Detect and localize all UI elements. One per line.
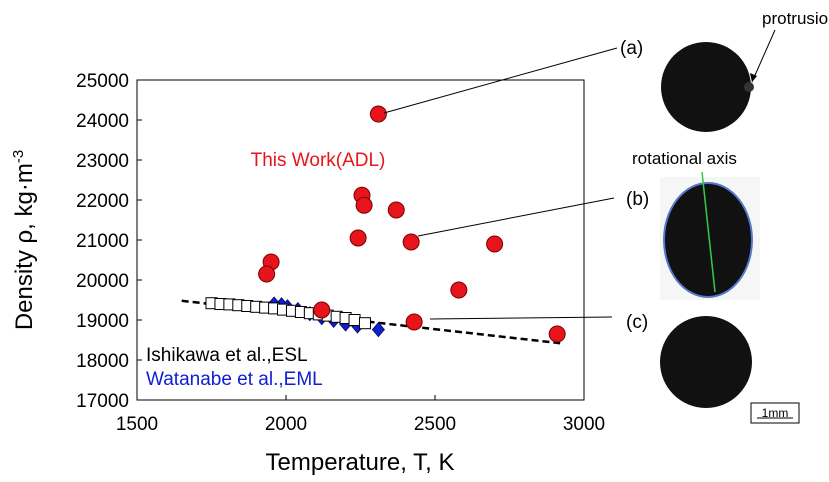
x-tick-label: 2000 bbox=[265, 414, 307, 435]
point bbox=[355, 196, 373, 214]
y-tick-label: 21000 bbox=[76, 231, 129, 252]
y-tick-label: 20000 bbox=[76, 271, 129, 292]
y-tick-label: 19000 bbox=[76, 311, 129, 332]
sample-image-a bbox=[661, 42, 751, 132]
y-tick-label: 18000 bbox=[76, 351, 129, 372]
y-axis-label-text: Density ρ, kg·m bbox=[11, 163, 38, 330]
x-tick-label: 1500 bbox=[116, 414, 158, 435]
arrow-head bbox=[750, 73, 757, 82]
point bbox=[258, 265, 276, 283]
point bbox=[348, 314, 361, 326]
point bbox=[358, 317, 371, 330]
y-tick-label: 22000 bbox=[76, 191, 129, 212]
y-tick-label: 23000 bbox=[76, 151, 129, 172]
protrusion-mark bbox=[744, 82, 754, 92]
rotational-axis-line bbox=[701, 171, 716, 293]
protrusion-arrow bbox=[751, 29, 776, 83]
legend-label: This Work(ADL) bbox=[251, 150, 386, 171]
callout-line bbox=[417, 197, 615, 237]
x-tick-label: 3000 bbox=[563, 414, 605, 435]
point bbox=[486, 235, 504, 253]
protrusion-label: protrusion bbox=[762, 9, 829, 28]
y-tick-label: 25000 bbox=[76, 71, 129, 92]
plot-area: 17000 18000 19000 20000 21000 22000 23000 24000… bbox=[76, 71, 605, 435]
point bbox=[402, 233, 420, 251]
y-axis-label-sup: -3 bbox=[10, 150, 27, 163]
point bbox=[450, 281, 468, 299]
image-label: (c) bbox=[626, 312, 648, 333]
callout-line bbox=[383, 47, 618, 114]
sample-image-b bbox=[663, 182, 753, 298]
legend-label: Ishikawa et al.,ESL bbox=[146, 345, 308, 366]
callout-line bbox=[429, 316, 613, 320]
point bbox=[548, 325, 566, 343]
y-axis-label: Density ρ, kg·m-3 bbox=[10, 150, 38, 330]
point bbox=[349, 229, 367, 247]
image-label: (a) bbox=[620, 38, 643, 59]
point bbox=[387, 201, 405, 219]
rotational-axis-label: rotational axis bbox=[632, 149, 737, 168]
sample-image-c bbox=[660, 316, 752, 408]
point bbox=[405, 313, 423, 331]
point bbox=[371, 321, 385, 338]
x-tick-label: 2500 bbox=[414, 414, 456, 435]
x-axis-label: Temperature, T, K bbox=[266, 449, 455, 476]
scale-bar-label: 1mm bbox=[762, 406, 789, 420]
y-tick-label: 24000 bbox=[76, 111, 129, 132]
point bbox=[369, 105, 387, 123]
image-label: (b) bbox=[626, 189, 649, 210]
y-tick-label: 17000 bbox=[76, 391, 129, 412]
point bbox=[313, 301, 331, 319]
legend-label: Watanabe et al.,EML bbox=[146, 369, 323, 390]
